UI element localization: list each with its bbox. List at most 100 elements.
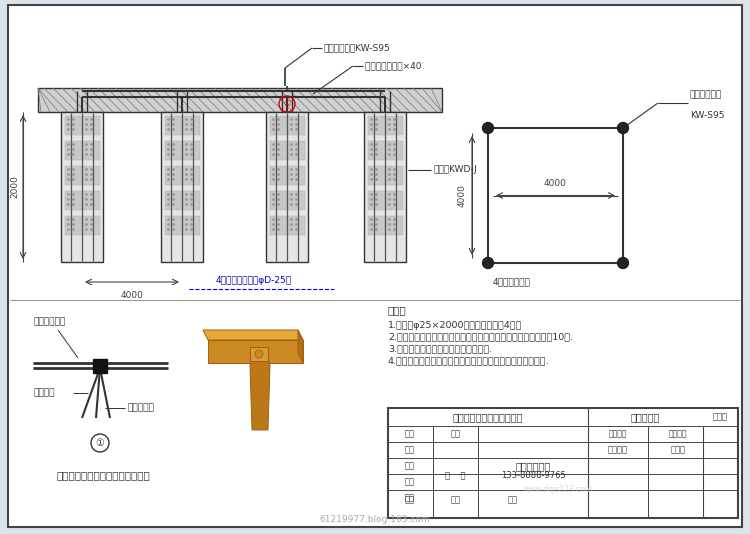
Text: 2000: 2000 (10, 176, 20, 199)
Bar (288, 116, 305, 135)
Polygon shape (208, 340, 303, 363)
Bar (65, 166, 82, 185)
Bar (183, 166, 200, 185)
Circle shape (617, 257, 628, 269)
Text: 签字: 签字 (451, 429, 460, 438)
Bar (270, 191, 287, 210)
Bar (165, 141, 182, 160)
Bar (368, 166, 385, 185)
Text: 代号: 代号 (508, 496, 518, 505)
Bar (266, 112, 308, 262)
Bar (386, 141, 403, 160)
Bar (183, 191, 200, 210)
Bar (165, 191, 182, 210)
Text: 水平接地体铜排⁣×40: 水平接地体铜排⁣×40 (365, 61, 422, 70)
Bar (83, 191, 100, 210)
Bar (386, 191, 403, 210)
Polygon shape (250, 359, 270, 430)
Bar (368, 116, 385, 135)
Bar (368, 216, 385, 235)
Text: 1.接地体φ25×2000垂直埋设，间距4米；: 1.接地体φ25×2000垂直埋设，间距4米； (388, 320, 522, 329)
Text: 4000: 4000 (458, 184, 467, 207)
Text: www.dqjs123.com: www.dqjs123.com (524, 485, 592, 494)
Circle shape (482, 122, 494, 134)
Text: 4根垂直接地体（φD-25）: 4根垂直接地体（φD-25） (215, 276, 292, 285)
Bar (270, 141, 287, 160)
Bar (368, 191, 385, 210)
Text: 职责: 职责 (405, 429, 415, 438)
Text: 接地网项目: 接地网项目 (631, 412, 660, 422)
Bar (288, 166, 305, 185)
Text: 4.施工完毕后测水测量实际阻値，反复操作直至达到阻値要求.: 4.施工完毕后测水测量实际阻値，反复操作直至达到阻値要求. (388, 357, 550, 365)
Bar (183, 141, 200, 160)
Text: 3.接地线及接地体周边数设适量降阵剂.: 3.接地线及接地体周边数设适量降阵剂. (388, 344, 492, 354)
Text: 主项代号: 主项代号 (669, 429, 687, 438)
Text: 主项名称: 主项名称 (609, 429, 627, 438)
Text: 水平接地钢排: 水平接地钢排 (33, 317, 65, 326)
Bar (183, 216, 200, 235)
Bar (270, 216, 287, 235)
Text: 接地网制作图: 接地网制作图 (515, 461, 550, 471)
Text: 2.接地体间用钢排连接，连接方式为凯式或放热焊接，电阻小于10欧.: 2.接地体间用钢排连接，连接方式为凯式或放热焊接，电阻小于10欧. (388, 333, 573, 342)
Text: 校核: 校核 (405, 461, 415, 470)
Bar (38, 88, 442, 112)
Polygon shape (298, 330, 303, 363)
Text: 设计阶段: 设计阶段 (608, 445, 628, 454)
Text: 备注：: 备注： (388, 305, 406, 315)
Bar (270, 116, 287, 135)
Bar (386, 166, 403, 185)
Circle shape (617, 122, 628, 134)
Bar (83, 116, 100, 135)
Polygon shape (203, 330, 303, 340)
Text: 电    话: 电 话 (446, 472, 466, 481)
Text: 主项代: 主项代 (713, 412, 728, 421)
Bar (161, 112, 203, 262)
Bar (386, 116, 403, 135)
Bar (65, 191, 82, 210)
Text: ①: ① (96, 438, 104, 448)
Text: 放热焊接: 放热焊接 (33, 389, 55, 397)
Bar (83, 216, 100, 235)
Text: 审定: 审定 (405, 496, 415, 505)
Bar (165, 166, 182, 185)
Bar (183, 116, 200, 135)
Bar (270, 166, 287, 185)
Text: 审定: 审定 (405, 493, 415, 502)
Bar (388, 408, 738, 518)
Text: 专业: 专业 (451, 496, 460, 505)
Text: KW-S95: KW-S95 (690, 111, 724, 120)
Text: 4000: 4000 (544, 178, 567, 187)
Text: 审核: 审核 (405, 477, 415, 486)
Bar (65, 116, 82, 135)
Text: 4000: 4000 (121, 291, 143, 300)
Bar (288, 191, 305, 210)
Bar (368, 141, 385, 160)
Text: ①: ① (284, 99, 291, 108)
Bar (65, 141, 82, 160)
Bar (165, 216, 182, 235)
Bar (250, 347, 268, 361)
Bar (83, 141, 100, 160)
Text: 郑州普天防雷科技有限公司: 郑州普天防雷科技有限公司 (453, 412, 524, 422)
Bar (61, 112, 103, 262)
Bar (288, 216, 305, 235)
Bar (83, 166, 100, 185)
Bar (364, 112, 406, 262)
Bar (93, 359, 107, 373)
Bar (165, 116, 182, 135)
Bar (288, 141, 305, 160)
Text: 施工图: 施工图 (670, 445, 686, 454)
Circle shape (482, 257, 494, 269)
Text: 61219977.blog.163.com: 61219977.blog.163.com (320, 515, 430, 524)
Text: 垂直接地体与水平接地体连接方式: 垂直接地体与水平接地体连接方式 (56, 470, 150, 480)
Text: 设计: 设计 (405, 445, 415, 454)
Text: 接地网引出线: 接地网引出线 (690, 90, 722, 99)
Text: 4根垂直接地体: 4根垂直接地体 (493, 277, 531, 286)
Text: 133-8888-9765: 133-8888-9765 (501, 472, 566, 481)
Text: 垂直接地体: 垂直接地体 (127, 404, 154, 412)
Bar (386, 216, 403, 235)
Bar (65, 216, 82, 235)
Text: 接地网引出线KW-S95: 接地网引出线KW-S95 (324, 43, 391, 52)
Text: 降阵剂KWD-J: 降阵剂KWD-J (433, 166, 477, 175)
Circle shape (255, 350, 263, 358)
